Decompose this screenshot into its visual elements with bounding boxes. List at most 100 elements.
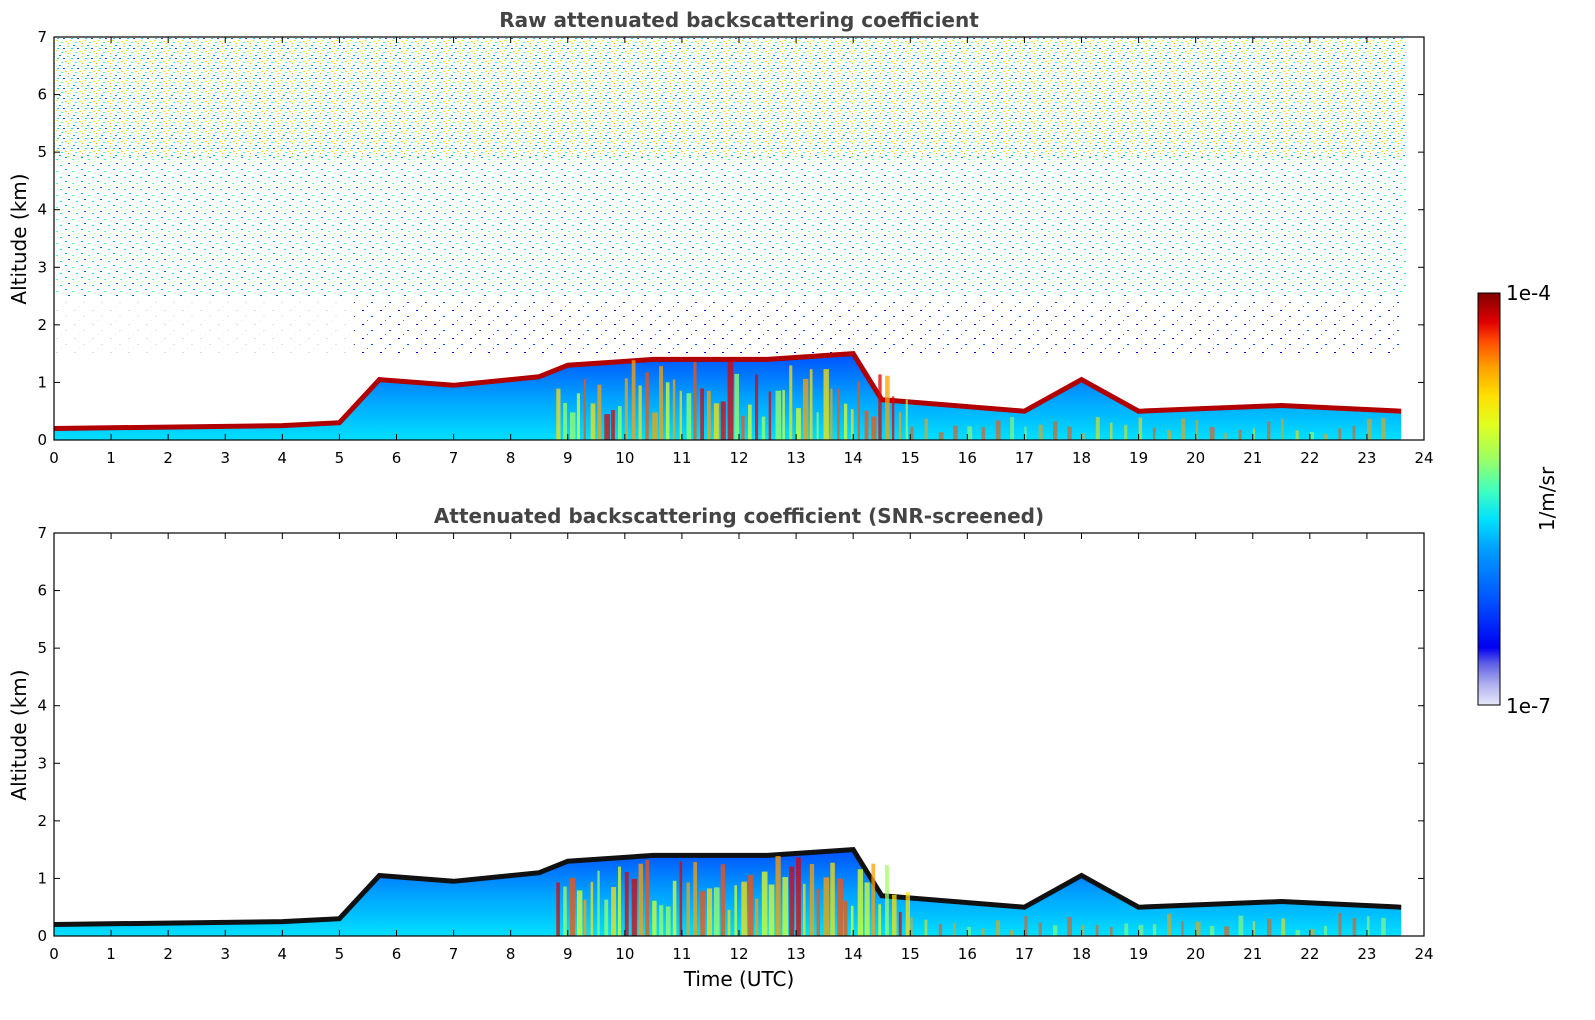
y-tick-label: 5 [37,143,47,161]
surface-streak [910,917,913,936]
x-tick-label: 8 [506,945,516,963]
panel1-ylabel: Altitude (km) [7,173,31,304]
y-tick-label: 3 [37,754,47,772]
panel1-heatmap [54,37,1406,440]
x-tick-label: 14 [844,945,863,963]
panel1-convective-streaks [556,360,1386,440]
convective-streak [857,381,860,440]
convective-streak [618,406,622,440]
x-tick-label: 11 [672,945,691,963]
convective-streak [898,412,902,440]
convective-streak [597,870,600,936]
convective-streak [693,861,697,936]
convective-streak [570,878,575,936]
convective-streak [645,859,650,936]
convective-streak [604,414,611,440]
x-tick-label: 4 [278,945,288,963]
convective-streak [823,877,830,936]
surface-streak [1295,430,1299,440]
x-tick-label: 0 [49,449,59,467]
surface-streak [1267,421,1271,440]
convective-streak [570,412,576,440]
panel2-heatmap [54,847,1402,936]
convective-streak [638,863,644,936]
surface-streak [1209,427,1215,440]
convective-streak [563,886,567,936]
x-tick-label: 23 [1357,945,1376,963]
convective-streak [618,866,621,936]
surface-streak [981,928,985,936]
surface-streak [910,426,914,440]
convective-streak [844,403,848,440]
y-tick-label: 7 [37,28,47,46]
surface-streak [1195,921,1201,936]
convective-streak [905,892,910,936]
convective-streak [748,875,754,936]
surface-streak [1324,433,1328,440]
convective-streak [809,369,813,440]
convective-streak [885,865,889,936]
surface-streak [1238,915,1244,936]
colorbar-gradient [1477,292,1501,706]
x-tick-label: 6 [392,945,402,963]
surface-streak [1095,417,1100,440]
x-tick-label: 12 [729,449,748,467]
convective-streak [905,399,908,440]
convective-streak [713,403,719,440]
surface-streak [1181,921,1184,936]
surface-streak [1138,417,1143,440]
panel1-xticks: 0 1 2 3 4 5 6 7 8 9 10 11 12 13 14 15 16 17 18 19 20 21 22 23 24 [49,37,1434,467]
surface-streak [1081,433,1085,440]
x-tick-label: 24 [1414,449,1433,467]
surface-streak [1095,925,1099,936]
surface-streak [1053,421,1058,440]
surface-streak [1338,428,1342,440]
convective-streak [727,909,731,936]
x-tick-label: 22 [1300,449,1319,467]
convective-streak [885,375,890,440]
y-tick-label: 1 [37,373,47,391]
surface-streak [1110,926,1113,936]
surface-streak [1381,918,1386,936]
convective-streak [871,863,876,936]
surface-streak [1224,926,1230,936]
convective-streak [720,864,725,936]
convective-streak [830,862,835,936]
x-tick-label: 2 [163,449,173,467]
panel2-xticks: 0 1 2 3 4 5 6 7 8 9 10 11 12 13 14 15 16 17 18 19 20 21 22 23 24 [49,533,1434,963]
surface-streak [1366,916,1370,936]
x-tick-label: 13 [787,449,806,467]
y-tick-label: 3 [37,258,47,276]
panel2-aerosol-layer [54,849,1402,936]
x-tick-label: 18 [1072,449,1091,467]
convective-streak [679,861,683,936]
convective-streak [755,898,759,936]
x-tick-label: 17 [1015,945,1034,963]
y-tick-label: 0 [37,927,47,945]
convective-streak [583,899,587,936]
x-tick-label: 8 [506,449,516,467]
surface-streak [938,432,944,440]
surface-streak [1152,427,1156,440]
convective-streak [755,374,759,440]
convective-streak [741,881,747,936]
surface-streak [1110,422,1113,440]
convective-streak [556,388,561,440]
surface-streak [1038,424,1043,440]
surface-streak [1181,418,1186,440]
convective-streak [686,393,692,440]
convective-streak [631,360,636,440]
x-tick-label: 7 [449,449,459,467]
convective-streak [802,883,806,936]
convective-streak [782,390,785,440]
convective-streak [720,401,726,440]
x-tick-label: 1 [106,449,116,467]
panel2-xlabel: Time (UTC) [683,967,795,991]
surface-streak [1195,419,1199,440]
convective-streak [761,416,766,440]
convective-streak [624,871,629,936]
panel2-convective-streaks [556,856,1386,936]
convective-streak [672,379,676,440]
convective-streak [871,416,877,440]
convective-streak [850,905,854,936]
